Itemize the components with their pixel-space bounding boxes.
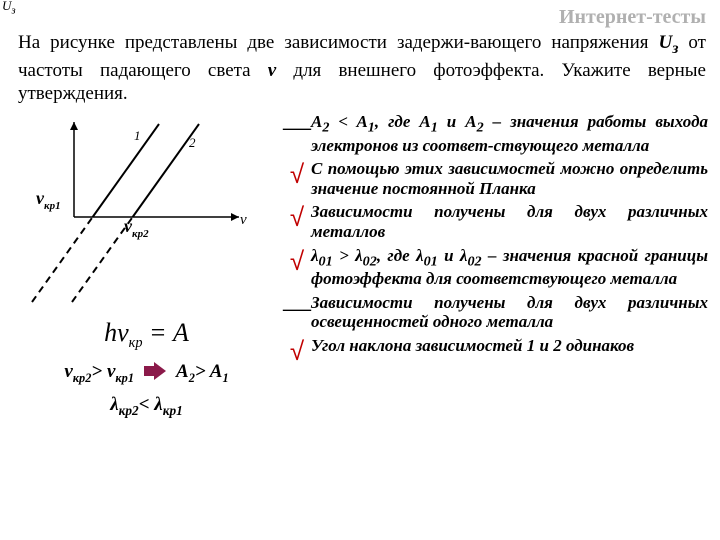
statement-row: —A2 < A1, где A1 и A2 – значения работы … [283, 112, 712, 155]
rel-lambda: λкр2< λкр1 [14, 394, 279, 419]
chart-svg: 1 2 ν νкр1 νкр2 [14, 112, 254, 307]
eq-h: h [104, 318, 117, 347]
statement-row: √λ01 > λ02, где λ01 и λ02 – значения кра… [283, 246, 712, 289]
check-icon: √ [283, 336, 311, 364]
r3l: λ [110, 394, 118, 415]
arrow-icon [144, 360, 166, 386]
svg-text:1: 1 [134, 128, 141, 143]
rel-nu: νкр2> νкр1 [64, 361, 134, 386]
r1c: > [91, 361, 107, 382]
u-label-sub: з [11, 5, 15, 17]
statements-column: —A2 < A1, где A1 и A2 – значения работы … [279, 112, 712, 419]
r3rs: кр1 [163, 403, 183, 418]
intro-part1: На рисунке представлены две зависимости … [18, 32, 659, 53]
r2c: > [195, 361, 210, 382]
r2rs: 1 [222, 371, 228, 385]
check-icon: √ [283, 159, 311, 187]
left-column: Uз 12ννкр1νкр2 hνкр = A νкр2> νкр1 A2> A… [14, 112, 279, 419]
r3ls: кр2 [119, 403, 139, 418]
r2l: A [176, 361, 189, 382]
svg-text:2: 2 [189, 135, 196, 150]
relation-row-1: νкр2> νкр1 A2> A1 [14, 360, 279, 386]
r3r: λ [154, 394, 162, 415]
r3c: < [139, 394, 155, 415]
eq-A: A [173, 318, 189, 347]
r1l: ν [64, 361, 72, 382]
statement-row: √Зависимости получены для двух различных… [283, 202, 712, 241]
rel-A: A2> A1 [176, 361, 229, 386]
equation: hνкр = A [14, 318, 279, 352]
y-axis-label: Uз [2, 0, 16, 17]
statement-text: A2 < A1, где A1 и A2 – значения работы в… [311, 112, 712, 155]
statement-text: Угол наклона зависимостей 1 и 2 одинаков [311, 336, 712, 356]
statement-text: Зависимости получены для двух различных … [311, 293, 712, 332]
svg-text:ν: ν [240, 212, 247, 228]
statement-row: —Зависимости получены для двух различных… [283, 293, 712, 332]
main-content: Uз 12ννкр1νкр2 hνкр = A νкр2> νкр1 A2> A… [0, 112, 720, 419]
statement-text: λ01 > λ02, где λ01 и λ02 – значения крас… [311, 246, 712, 289]
eq-eq: = [142, 318, 173, 347]
chart: 1 2 ν νкр1 νкр2 [14, 112, 254, 312]
svg-text:νкр1: νкр1 [36, 188, 61, 212]
statement-row: √Угол наклона зависимостей 1 и 2 одинако… [283, 336, 712, 364]
eq-sub: кр [129, 335, 143, 351]
statement-text: Зависимости получены для двух различных … [311, 202, 712, 241]
eq-nu: ν [117, 318, 129, 347]
u-label-text: U [2, 0, 11, 13]
statement-row: √С помощью этих зависимостей можно опред… [283, 159, 712, 198]
check-icon: √ [283, 246, 311, 274]
r1ls: кр2 [73, 371, 92, 385]
intro-nu: ν [268, 60, 276, 81]
dash-icon: — [283, 112, 311, 142]
dash-icon: — [283, 293, 311, 323]
r2r: A [210, 361, 223, 382]
intro-U: U [659, 32, 673, 53]
check-icon: √ [283, 202, 311, 230]
page-header: Интернет-тесты [0, 0, 720, 31]
statement-text: С помощью этих зависимостей можно опреде… [311, 159, 712, 198]
intro-paragraph: На рисунке представлены две зависимости … [0, 31, 720, 112]
svg-text:νкр2: νкр2 [124, 216, 149, 240]
r1rs: кр1 [115, 371, 134, 385]
